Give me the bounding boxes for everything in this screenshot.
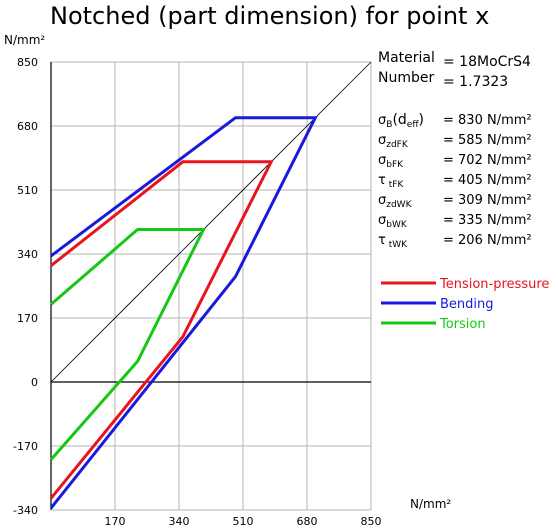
x-tick-label: 340 [169,515,190,528]
diagonal-reference-line [50,61,372,383]
property-symbol: τ tFK [378,173,404,190]
y-tick-label: 510 [17,184,38,197]
y-tick-label: -340 [13,504,38,517]
material-value: = 18MoCrS4 [443,54,531,70]
properties-list: σB(deff) = 830 N/mm² σzdFK = 585 N/mm² σbFK =… [378,112,532,250]
property-value: = 309 N/mm² [443,193,532,208]
reference-line [50,61,372,383]
series-line-bending [49,116,318,510]
material-block: Material = 18MoCrS4 Number = 1.7323 [378,50,531,90]
y-tick-label: 850 [17,56,38,69]
property-symbol: σB(deff) [378,112,424,130]
property-value: = 585 N/mm² [443,133,532,148]
property-symbol: σbFK [378,153,404,170]
x-axis-unit: N/mm² [410,497,451,511]
legend-label: Bending [440,297,494,312]
y-tick-label: -170 [13,440,38,453]
y-tick-label: 0 [31,376,38,389]
series-line-tension-pressure [49,160,274,500]
property-symbol: τ tWK [378,233,408,250]
y-axis-unit: N/mm² [4,33,45,47]
material-label: Material [378,50,435,66]
number-label: Number [378,70,434,86]
series-line-torsion [49,228,206,461]
axes [50,62,371,510]
x-tick-label: 850 [361,515,382,528]
tick-labels: 850 680 510 340 170 0 -170 -340 170 340 510 680 850 [13,56,381,528]
property-value: = 335 N/mm² [443,213,532,228]
property-value: = 830 N/mm² [443,113,532,128]
property-symbol: σbWK [378,213,408,230]
y-tick-label: 340 [17,248,38,261]
chart-title: Notched (part dimension) for point x [50,2,490,30]
number-value: = 1.7323 [443,74,508,90]
x-tick-label: 170 [105,515,126,528]
legend: Tension-pressure Bending Torsion [381,277,549,332]
property-symbol: σzdWK [378,193,413,210]
x-tick-label: 510 [233,515,254,528]
grid [51,61,372,511]
property-value: = 405 N/mm² [443,173,532,188]
property-symbol: σzdFK [378,133,409,150]
legend-label: Tension-pressure [439,277,549,292]
series-lines [49,116,318,510]
y-tick-label: 680 [17,120,38,133]
property-value: = 206 N/mm² [443,233,532,248]
x-tick-label: 680 [297,515,318,528]
legend-label: Torsion [439,317,486,332]
y-tick-label: 170 [17,312,38,325]
property-value: = 702 N/mm² [443,153,532,168]
